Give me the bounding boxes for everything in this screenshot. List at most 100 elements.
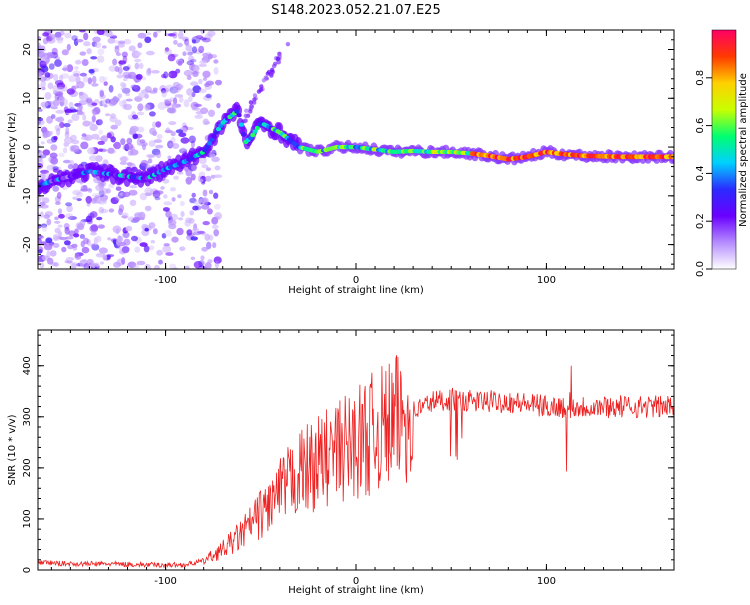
heatmap-noise-cell xyxy=(214,260,219,269)
heatmap-noise-cell xyxy=(191,164,197,172)
heatmap-y-tick-label: -20 xyxy=(22,236,33,252)
snr-series-line xyxy=(38,355,674,569)
heatmap-noise-cell xyxy=(58,152,65,158)
heatmap-noise-cell xyxy=(185,44,193,52)
heatmap-y-tick-label: 20 xyxy=(22,43,33,56)
heatmap-noise-cell xyxy=(198,266,208,269)
heatmap-noise-cell xyxy=(49,250,57,257)
heatmap-noise-cell xyxy=(144,93,149,99)
heatmap-noise-cell xyxy=(135,73,143,80)
heatmap-noise-cell xyxy=(191,46,198,54)
heatmap-noise-cell xyxy=(156,134,163,140)
heatmap-noise-cell xyxy=(180,211,185,217)
heatmap-noise-cell xyxy=(38,108,43,112)
heatmap-noise-cell xyxy=(82,114,87,121)
heatmap-noise-cell xyxy=(131,166,138,172)
heatmap-noise-cell xyxy=(81,59,89,66)
heatmap-noise-cell xyxy=(198,63,207,67)
heatmap-y-tick-label: 0 xyxy=(22,144,33,150)
colorbar-gradient xyxy=(711,29,737,270)
heatmap-noise-cell xyxy=(90,223,99,232)
snr-x-label: Height of straight line (km) xyxy=(288,585,424,596)
heatmap-noise-cell xyxy=(163,243,170,247)
heatmap-noise-cell xyxy=(165,211,173,218)
heatmap-noise-cell xyxy=(114,45,120,54)
heatmap-streak-cell xyxy=(265,71,270,76)
heatmap-noise-cell xyxy=(114,66,120,72)
heatmap-noise-cell xyxy=(47,257,54,265)
heatmap-noise-cell xyxy=(44,211,53,217)
heatmap-noise-cell xyxy=(166,107,176,114)
snr-y-ticks: 0 100 200 300 400 xyxy=(22,334,674,573)
heatmap-noise-cell xyxy=(116,52,121,56)
heatmap-noise-cell xyxy=(50,106,58,110)
heatmap-noise-cell xyxy=(72,189,82,196)
heatmap-noise-cell xyxy=(88,155,98,162)
heatmap-noise-cell xyxy=(54,227,61,234)
heatmap-noise-cell xyxy=(134,58,142,63)
heatmap-noise-cell xyxy=(38,197,42,203)
heatmap-noise-cell xyxy=(161,90,168,98)
heatmap-noise-cell xyxy=(172,81,180,89)
heatmap-noise-cell xyxy=(168,142,175,147)
heatmap-noise-cell xyxy=(39,173,46,179)
heatmap-noise-cell xyxy=(54,80,64,86)
heatmap-noise-cell xyxy=(211,54,217,59)
heatmap-noise-cell xyxy=(106,188,111,194)
heatmap-noise-cell xyxy=(53,73,59,82)
heatmap-noise-cell xyxy=(190,81,199,86)
heatmap-noise-cell xyxy=(112,58,118,66)
heatmap-noise-cell xyxy=(146,50,155,56)
heatmap-noise-cell xyxy=(123,38,132,45)
heatmap-noise-cell xyxy=(105,98,111,104)
heatmap-noise-cell xyxy=(44,92,52,100)
colorbar-tick-label: 0.2 xyxy=(695,213,706,229)
heatmap-noise-cell xyxy=(83,41,91,47)
heatmap-noise-cell xyxy=(89,123,98,132)
heatmap-noise-cell xyxy=(188,95,193,103)
heatmap-noise-cell xyxy=(129,199,137,206)
heatmap-noise-cell xyxy=(191,192,196,198)
heatmap-noise-cell xyxy=(48,63,55,70)
heatmap-noise-cell xyxy=(95,119,103,126)
heatmap-noise-cell xyxy=(93,176,101,184)
heatmap-noise-cell xyxy=(125,225,133,232)
heatmap-noise-cell xyxy=(198,178,204,183)
heatmap-noise-cell xyxy=(66,43,71,51)
heatmap-noise-cell xyxy=(50,114,56,119)
heatmap-noise-cell xyxy=(59,74,64,81)
heatmap-noise-cell xyxy=(92,36,101,43)
heatmap-noise-cell xyxy=(63,223,70,230)
heatmap-noise-cell xyxy=(39,211,44,218)
heatmap-noise-cell xyxy=(91,75,97,84)
heatmap-noise-cell xyxy=(207,208,213,215)
heatmap-noise-cell xyxy=(65,213,74,220)
heatmap-noise-cell xyxy=(82,76,89,83)
heatmap-noise-cell xyxy=(164,229,172,237)
heatmap-ridge-cell xyxy=(234,109,240,114)
heatmap-noise-cell xyxy=(138,92,146,99)
heatmap-noise-cell xyxy=(79,219,86,227)
heatmap-noise-cell xyxy=(52,243,60,248)
heatmap-noise-cell xyxy=(171,103,179,109)
heatmap-noise-cell xyxy=(134,51,142,56)
heatmap-noise-cell xyxy=(56,116,65,123)
heatmap-noise-cell xyxy=(193,261,203,269)
heatmap-noise-cell xyxy=(117,242,122,250)
heatmap-noise-cell xyxy=(91,133,100,140)
snr-y-label: SNR (10 * v/v) xyxy=(7,414,18,485)
heatmap-noise-cell xyxy=(190,236,198,241)
heatmap-noise-cell xyxy=(56,86,65,91)
heatmap-noise-cell xyxy=(100,208,109,214)
heatmap-noise-cell xyxy=(65,236,74,240)
heatmap-noise-cell xyxy=(158,259,163,265)
heatmap-noise-cell xyxy=(155,151,162,159)
heatmap-noise-cell xyxy=(121,156,129,162)
heatmap-noise-cell xyxy=(185,126,194,131)
heatmap-ridge-cell xyxy=(204,144,210,149)
heatmap-noise-cell xyxy=(149,127,157,135)
heatmap-noise-cell xyxy=(178,84,184,89)
snr-x-tick-label: -100 xyxy=(154,576,177,587)
heatmap-noise-cell xyxy=(122,191,131,198)
heatmap-noise-cell xyxy=(38,36,42,40)
